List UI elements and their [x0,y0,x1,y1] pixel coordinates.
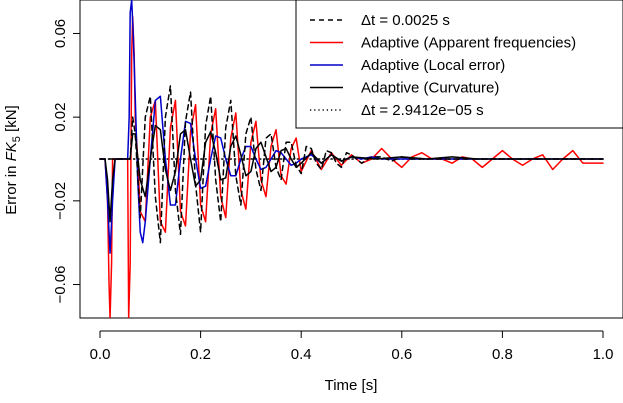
y-axis-label-suffix: [kN] [3,105,20,136]
x-tick-label: 0.2 [190,346,211,363]
x-tick-label: 0.4 [291,346,312,363]
legend-label: Adaptive (Apparent frequencies) [361,35,576,52]
legend-label: Adaptive (Local error) [361,57,505,74]
y-axis-label-var: FK [3,141,20,161]
series-line [99,124,604,223]
legend: Δt = 0.0025 s Adaptive (Apparent frequenc… [295,0,623,129]
y-tick-label: 0.06 [52,19,69,48]
x-axis-label: Time [s] [325,377,378,394]
x-tick-label: 0.6 [391,346,412,363]
y-axis-label-prefix: Error in [3,161,20,214]
legend-box [295,0,623,129]
y-axis: 0.06 0.02 −0.02 −0.06 [52,19,80,304]
y-axis-label: Error in FK5 [kN] [3,105,23,214]
y-tick-label: 0.02 [52,103,69,132]
legend-label: Adaptive (Curvature) [361,80,499,97]
x-tick-label: 1.0 [593,346,614,363]
x-axis: 0.0 0.2 0.4 0.6 0.8 1.0 [90,330,614,363]
series-line [99,85,604,244]
y-axis-label-sub: 5 [11,136,23,142]
x-tick-label: 0.8 [492,346,513,363]
x-tick-label: 0.0 [90,346,111,363]
legend-label: Δt = 2.9412e−05 s [361,102,484,119]
y-tick-label: −0.06 [52,266,69,304]
series-layer [99,0,604,318]
plot-frame [79,0,623,319]
legend-label: Δt = 0.0025 s [361,12,450,29]
y-tick-label: −0.02 [52,182,69,220]
